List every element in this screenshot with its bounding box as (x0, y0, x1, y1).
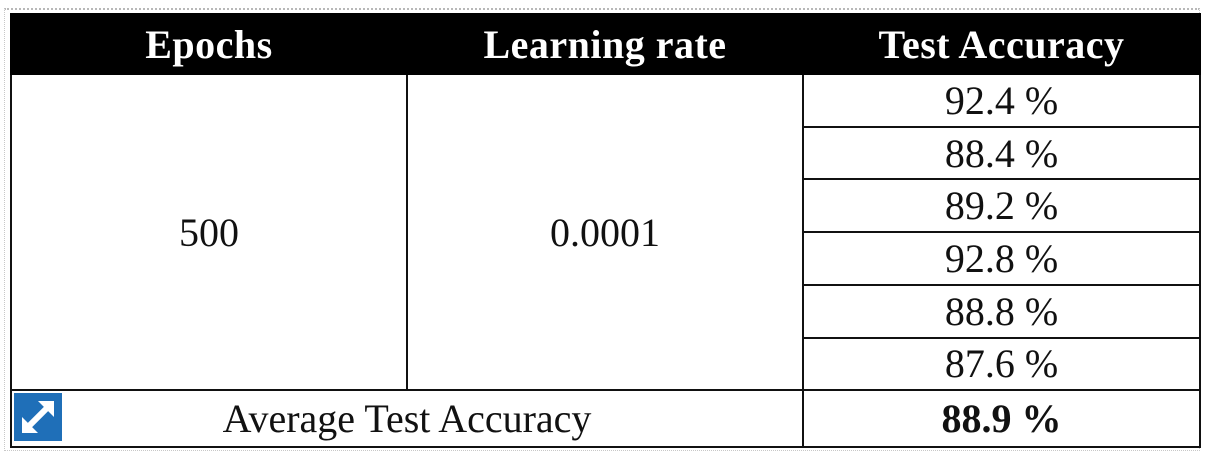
results-table: Epochs Learning rate Test Accuracy 500 0… (10, 13, 1201, 448)
table-row: 500 0.0001 92.4 % (10, 72, 1201, 392)
table-row: 89.2 % (11, 178, 1201, 234)
accuracy-cell: 92.8 % (802, 231, 1201, 286)
learning-rate-cell: 0.0001 (406, 72, 804, 392)
accuracy-cell: 89.2 % (802, 178, 1201, 234)
header-row: Epochs Learning rate Test Accuracy (10, 13, 1201, 75)
table-row: 88.4 % (11, 125, 1201, 181)
accuracy-cell: 88.8 % (802, 283, 1201, 339)
epochs-cell: 500 (10, 72, 408, 392)
expand-arrow-icon[interactable] (14, 393, 62, 442)
header-test-accuracy: Test Accuracy (802, 13, 1201, 75)
average-label-cell: Average Test Accuracy (10, 389, 804, 448)
average-label: Average Test Accuracy (222, 396, 592, 442)
accuracy-cell: 88.4 % (802, 125, 1201, 181)
table-row: 87.6 % (11, 336, 1201, 392)
header-learning-rate: Learning rate (406, 13, 804, 75)
accuracy-cell: 87.6 % (802, 336, 1201, 392)
table-row: 88.8 % (11, 283, 1201, 339)
average-row: Average Test Accuracy 88.9 % (10, 389, 1201, 448)
header-epochs: Epochs (10, 13, 408, 75)
table-row: 92.8 % (11, 231, 1201, 286)
average-value: 88.9 % (802, 389, 1201, 448)
accuracy-cell: 92.4 % (802, 73, 1201, 128)
